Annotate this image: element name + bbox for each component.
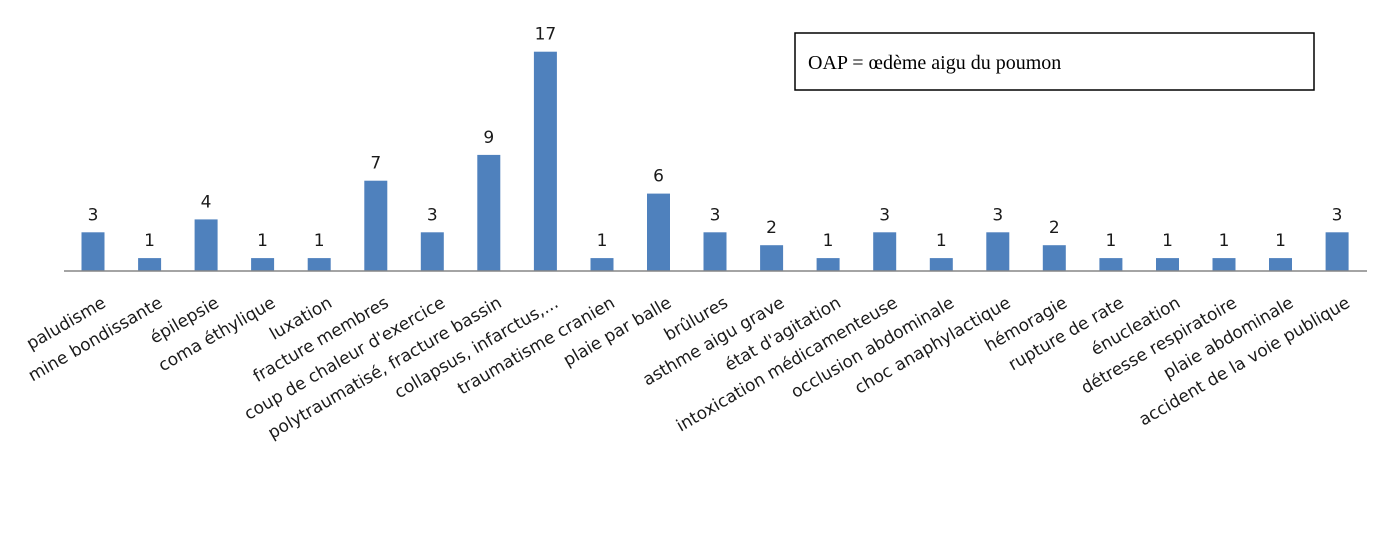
- data-label-epilepsie: 4: [201, 192, 212, 212]
- data-label-hemoragie: 2: [1049, 218, 1060, 238]
- annotation-text: OAP = œdème aigu du poumon: [808, 52, 1061, 74]
- data-label-traumatisme-cranien: 1: [597, 231, 608, 251]
- bar-enucleation: [1156, 258, 1179, 271]
- data-label-accident-de-la-voie-publique: 3: [1332, 205, 1343, 225]
- bar-luxation: [307, 258, 331, 271]
- bar-plaie-abdominale: [1269, 258, 1292, 271]
- bar-rupture-de-rate: [1099, 258, 1123, 271]
- data-label-choc-anaphylactique: 3: [992, 205, 1003, 225]
- data-label-occlusion-abdominale: 1: [936, 231, 947, 251]
- bar-intoxication-medicamenteuse: [873, 232, 897, 271]
- bar-fracture-membres: [364, 180, 388, 271]
- annotation-frame: [794, 32, 1315, 91]
- data-label-enucleation: 1: [1162, 231, 1173, 251]
- bar-plaie-par-balle: [647, 193, 670, 271]
- bar-choc-anaphylactique: [986, 232, 1010, 271]
- data-label-fracture-membres: 7: [370, 154, 381, 174]
- bars-group: [81, 51, 1349, 272]
- data-label-plaie-abdominale: 1: [1275, 231, 1286, 251]
- bar-collapsus-infarctus: [533, 51, 557, 272]
- data-label-coup-de-chaleur-d-exercice: 3: [427, 205, 438, 225]
- bar-coma-ethylique: [251, 258, 275, 271]
- bar-traumatisme-cranien: [590, 258, 614, 271]
- annotation-box: OAP = œdème aigu du poumon: [794, 32, 1315, 91]
- data-label-etat-d-agitation: 1: [823, 231, 834, 251]
- bar-accident-de-la-voie-publique: [1325, 232, 1349, 271]
- bar-etat-d-agitation: [816, 258, 840, 271]
- data-label-collapsus-infarctus: 17: [535, 25, 557, 45]
- data-label-polytraumatise-fracture-bassin: 9: [483, 128, 494, 148]
- bar-mine-bondissante: [138, 258, 162, 271]
- bar-brulures: [703, 232, 727, 271]
- bar-polytraumatise-fracture-bassin: [477, 154, 501, 271]
- bar-epilepsie: [194, 219, 218, 271]
- data-label-luxation: 1: [314, 231, 325, 251]
- bar-occlusion-abdominale: [929, 258, 953, 271]
- data-label-brulures: 3: [710, 205, 721, 225]
- data-label-rupture-de-rate: 1: [1105, 231, 1116, 251]
- bar-paludisme: [81, 232, 105, 271]
- data-label-detresse-respiratoire: 1: [1219, 231, 1230, 251]
- data-label-asthme-aigu-grave: 2: [766, 218, 777, 238]
- data-label-mine-bondissante: 1: [144, 231, 155, 251]
- data-label-paludisme: 3: [88, 205, 99, 225]
- bar-asthme-aigu-grave: [760, 245, 784, 271]
- data-label-intoxication-medicamenteuse: 3: [879, 205, 890, 225]
- data-label-plaie-par-balle: 6: [653, 167, 664, 187]
- data-label-coma-ethylique: 1: [257, 231, 268, 251]
- bar-hemoragie: [1042, 245, 1066, 271]
- bar-coup-de-chaleur-d-exercice: [420, 232, 444, 271]
- bar-detresse-respiratoire: [1212, 258, 1236, 271]
